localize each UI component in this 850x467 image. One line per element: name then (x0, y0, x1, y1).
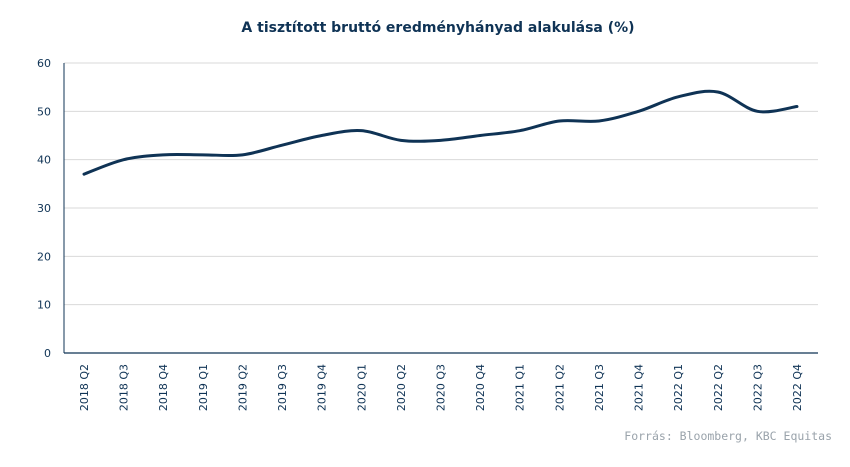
x-tick-label: 2019 Q1 (197, 364, 210, 411)
y-tick-label: 30 (37, 202, 51, 215)
y-tick-label: 0 (44, 347, 51, 360)
y-tick-label: 60 (37, 57, 51, 70)
x-tick-label: 2021 Q1 (514, 364, 527, 411)
x-tick-label: 2021 Q3 (593, 364, 606, 411)
x-tick-label: 2019 Q4 (316, 364, 329, 411)
x-tick-label: 2021 Q4 (633, 364, 646, 411)
x-tick-label: 2022 Q3 (751, 364, 764, 411)
x-tick-label: 2018 Q2 (78, 364, 91, 411)
gridlines (64, 62, 818, 306)
y-tick-label: 50 (37, 105, 51, 118)
y-tick-labels: 0 10 20 30 40 50 60 (37, 57, 51, 360)
x-tick-label: 2020 Q2 (395, 364, 408, 411)
x-tick-label: 2019 Q3 (276, 364, 289, 411)
y-tick-label: 20 (37, 250, 51, 263)
y-tick-label: 40 (37, 154, 51, 167)
axes (63, 63, 818, 354)
y-tick-label: 10 (37, 299, 51, 312)
x-tick-label: 2018 Q4 (157, 364, 170, 411)
series-line-0 (82, 89, 799, 176)
x-tick-label: 2018 Q3 (118, 364, 131, 411)
x-tick-labels: 2018 Q2 2018 Q3 2018 Q4 2019 Q1 2019 Q2 2019 … (78, 364, 804, 411)
x-tick-label: 2020 Q3 (435, 364, 448, 411)
x-tick-label: 2020 Q1 (355, 364, 368, 411)
x-tick-label: 2021 Q2 (553, 364, 566, 411)
x-tick-label: 2022 Q1 (672, 364, 685, 411)
x-tick-label: 2019 Q2 (236, 364, 249, 411)
x-tick-label: 2022 Q4 (791, 364, 804, 411)
source-note: Forrás: Bloomberg, KBC Equitas (624, 429, 832, 443)
x-tick-label: 2020 Q4 (474, 364, 487, 411)
chart-title: A tisztított bruttó eredményhányad alaku… (241, 20, 635, 36)
x-tick-label: 2022 Q2 (712, 364, 725, 411)
series-layer (82, 89, 799, 176)
